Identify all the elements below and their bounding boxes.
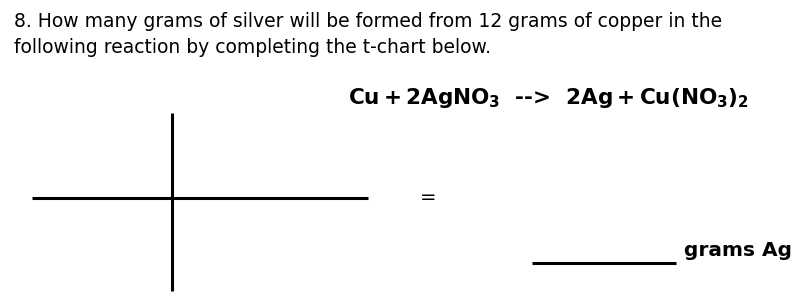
Text: =: = bbox=[420, 188, 436, 207]
Text: grams Ag: grams Ag bbox=[684, 241, 792, 260]
Text: $\mathbf{Cu + 2AgNO_3}$  -->  $\mathbf{2Ag + Cu(NO_3)_2}$: $\mathbf{Cu + 2AgNO_3}$ --> $\mathbf{2Ag… bbox=[348, 86, 749, 110]
Text: 8. How many grams of silver will be formed from 12 grams of copper in the
follow: 8. How many grams of silver will be form… bbox=[14, 12, 722, 57]
